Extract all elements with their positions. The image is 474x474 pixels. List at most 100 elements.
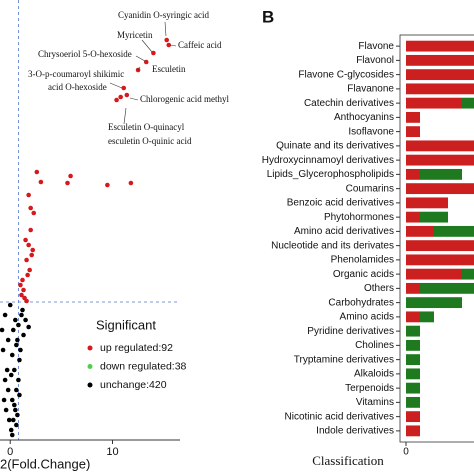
point (24, 298, 29, 304)
bar-segment (462, 268, 474, 280)
y-tick-label: Nicotinic acid derivatives (285, 411, 395, 422)
point (2, 312, 8, 318)
y-tick-label: Catechin derivatives (304, 98, 394, 109)
point (10, 327, 16, 333)
annotation: Myricetin (117, 30, 153, 40)
bar-segment (462, 97, 474, 109)
bar-segment (406, 254, 474, 266)
leader-line (123, 107, 127, 125)
legend-marker (87, 382, 93, 388)
point (8, 427, 14, 433)
x-axis-label: Classification (312, 453, 384, 468)
y-tick-label: Terpenoids (345, 383, 394, 394)
y-tick-label: Nucleotide and its derivates (271, 240, 394, 251)
bar-segment (406, 154, 474, 166)
point (118, 94, 123, 100)
bar-segment (406, 240, 474, 252)
point (12, 402, 17, 408)
bar-segment (406, 97, 462, 109)
bar-segment (420, 168, 462, 180)
y-tick-label: Flavanone (347, 84, 394, 95)
annotation: Chlorogenic acid methyl (140, 94, 229, 104)
point (16, 377, 21, 383)
leader-line (137, 66, 141, 71)
point (38, 179, 44, 185)
point (17, 357, 22, 363)
x-axis-label: 2(Fold.Change) (0, 456, 90, 471)
point (19, 312, 24, 318)
y-tick-label: Carbohydrates (328, 297, 394, 308)
leader-line (141, 39, 153, 53)
x-tick-label: 10 (106, 446, 118, 458)
y-tick-label: Others (364, 283, 394, 294)
point (26, 192, 31, 198)
point (28, 227, 33, 233)
y-tick-label: Coumarins (346, 183, 394, 194)
legend-label: down regulated:38 (100, 360, 187, 372)
bar-segment (406, 411, 420, 423)
bar-segment (406, 325, 420, 337)
point (9, 397, 15, 403)
bar-segment (406, 140, 474, 152)
bar-segment (434, 225, 474, 237)
y-tick-label: Indole derivatives (316, 426, 394, 437)
leader-line (169, 44, 177, 47)
bar-segment (406, 396, 420, 408)
annotation: acid O-hexoside (48, 82, 107, 92)
y-tick-label: Amino acid derivatives (294, 226, 394, 237)
x-tick-label: 0 (7, 446, 13, 458)
leader-line (129, 97, 139, 101)
y-tick-label: Flavone (358, 41, 394, 52)
point (20, 307, 25, 313)
bar-segment (406, 54, 474, 66)
point (9, 352, 15, 358)
bar-segment (406, 69, 474, 81)
bar-segment (406, 83, 474, 95)
point (13, 317, 18, 323)
bar-segment (406, 311, 420, 323)
point (5, 337, 11, 343)
point (9, 432, 15, 438)
point (114, 97, 119, 103)
bar-segment (406, 40, 474, 52)
y-tick-label: Flavone C-glycosides (298, 69, 394, 80)
leader-line (164, 21, 167, 37)
bar-segment (406, 282, 420, 294)
annotation: Esculetin (152, 64, 186, 74)
bar-segment (406, 354, 420, 366)
y-tick-label: Tryptamine derivatives (294, 354, 394, 365)
legend-title: Significant (96, 317, 156, 332)
point (18, 282, 23, 288)
bar-segment (406, 382, 420, 394)
annotation: esculetin O-quinic acid (108, 136, 192, 146)
point (1, 397, 7, 403)
y-tick-label: Quinate and its derivatives (276, 141, 394, 152)
bar-segment (406, 111, 420, 123)
point (31, 210, 37, 216)
y-tick-label: Amino acids (340, 312, 394, 323)
point (14, 387, 19, 393)
point (14, 422, 19, 428)
y-tick-label: Organic acids (333, 269, 394, 280)
point (30, 247, 36, 253)
y-tick-label: Alkaloids (354, 369, 394, 380)
y-tick-label: Pyridine derivatives (307, 326, 394, 337)
bar-segment (406, 183, 474, 195)
point (18, 347, 23, 353)
bar-segment (420, 211, 448, 223)
point (4, 367, 10, 373)
bar-segment (406, 339, 420, 351)
bar-segment (406, 168, 420, 180)
point (105, 182, 110, 188)
point (0, 327, 5, 333)
point (8, 372, 14, 378)
point (6, 417, 12, 423)
y-tick-label: Anthocyanins (334, 112, 394, 123)
point (34, 169, 40, 175)
legend-marker (87, 364, 93, 369)
point (7, 302, 13, 308)
point (19, 292, 24, 298)
point (20, 277, 25, 283)
